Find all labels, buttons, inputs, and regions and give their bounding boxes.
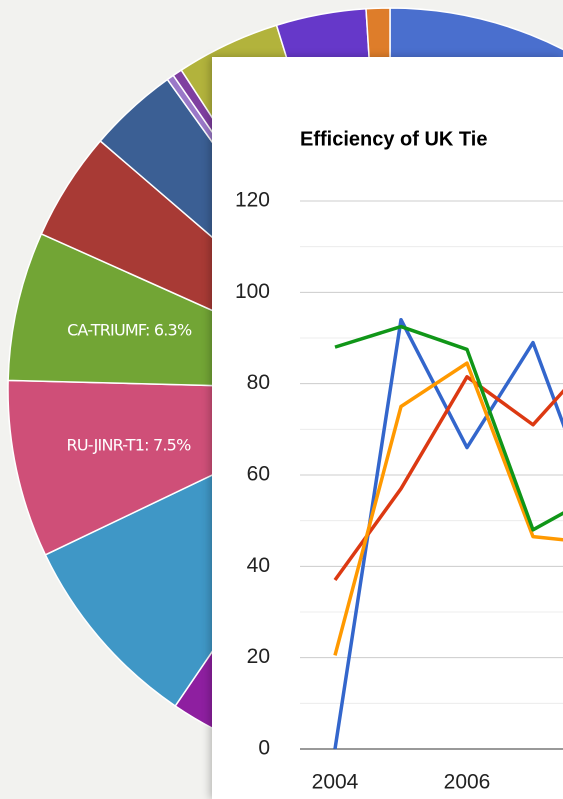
x-tick-label: 2006: [444, 771, 491, 794]
chart-title: Efficiency of UK Tie: [300, 128, 487, 150]
y-tick-label: 80: [247, 371, 270, 394]
chart-card: Efficiency of UK Tie 0 20 40 60 80 100 120 2004…: [212, 57, 563, 799]
slice-label: RU-JINR-T1: 7.5%: [67, 435, 192, 454]
y-tick-label: 40: [247, 554, 270, 577]
y-tick-label: 60: [247, 463, 270, 486]
y-tick-label: 0: [258, 737, 270, 760]
slice-label: CA-TRIUMF: 6.3%: [67, 320, 192, 339]
data-line: [333, 375, 563, 582]
data-line: [333, 361, 563, 656]
y-tick-label: 20: [247, 645, 270, 668]
data-line: [334, 324, 563, 532]
line-chart: Efficiency of UK Tie 0 20 40 60 80 100 120 2004…: [235, 128, 563, 794]
y-tick-label: 120: [235, 189, 270, 212]
y-tick-label: 100: [235, 280, 270, 303]
x-tick-label: 2004: [312, 771, 359, 794]
